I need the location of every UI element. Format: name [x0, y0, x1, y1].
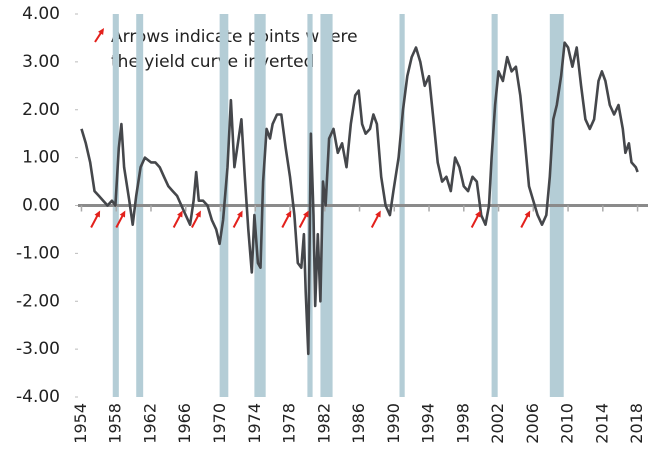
x-tick-label: 1986	[349, 403, 368, 444]
y-tick-label: 3.00	[22, 52, 60, 72]
y-tick-label: -1.00	[16, 243, 60, 263]
x-tick-label: 1990	[384, 403, 403, 444]
x-tick-label: 1994	[419, 403, 438, 444]
inversion-arrow	[370, 210, 381, 228]
x-tick-label: 1966	[175, 403, 194, 444]
y-tick-label: -3.00	[16, 339, 60, 359]
x-tick-label: 1978	[280, 403, 299, 444]
inversion-arrow	[115, 210, 126, 228]
inversion-arrow	[90, 210, 101, 228]
arrow-head	[475, 210, 481, 218]
y-tick-label: 0.00	[22, 196, 60, 216]
y-tick-label: 4.00	[22, 4, 60, 24]
arrow-head	[285, 210, 292, 218]
arrow-head	[375, 210, 381, 218]
annotation: Arrows indicate points where	[111, 27, 358, 47]
arrow-head	[237, 210, 243, 218]
arrow-head	[524, 210, 531, 218]
inversion-arrow	[172, 210, 183, 228]
inversion-arrow	[232, 210, 243, 228]
x-tick-label: 1958	[106, 403, 125, 444]
x-tick-label: 2002	[488, 403, 507, 444]
arrow-head	[98, 28, 104, 35]
y-tick-label: -2.00	[16, 291, 60, 311]
arrow-head	[119, 210, 126, 218]
x-tick-label: 1982	[314, 403, 333, 444]
x-tick-label: 2006	[523, 403, 542, 444]
x-tick-label: 1962	[140, 403, 159, 444]
x-tick-label: 2014	[592, 403, 611, 444]
arrow-head	[195, 210, 201, 218]
arrow-head	[94, 210, 101, 218]
x-tick-label: 1954	[71, 403, 90, 444]
arrow-head	[303, 210, 309, 218]
y-tick-label: 2.00	[22, 100, 60, 120]
x-tick-label: 1998	[453, 403, 472, 444]
x-tick-label: 1974	[245, 403, 264, 444]
inversion-arrow	[298, 210, 309, 228]
inversion-arrow	[191, 210, 201, 228]
yield-spread-line	[80, 41, 639, 356]
inversion-arrow	[470, 210, 481, 228]
inversion-arrow	[520, 210, 531, 228]
inversion-arrow	[281, 210, 292, 228]
legend-arrow	[94, 28, 104, 43]
x-tick-label: 2018	[627, 403, 646, 444]
x-tick-label: 1970	[210, 403, 229, 444]
x-tick-label: 2010	[558, 403, 577, 444]
y-tick-label: 1.00	[22, 148, 60, 168]
y-tick-label: -4.00	[16, 387, 60, 407]
arrow-head	[177, 210, 183, 218]
